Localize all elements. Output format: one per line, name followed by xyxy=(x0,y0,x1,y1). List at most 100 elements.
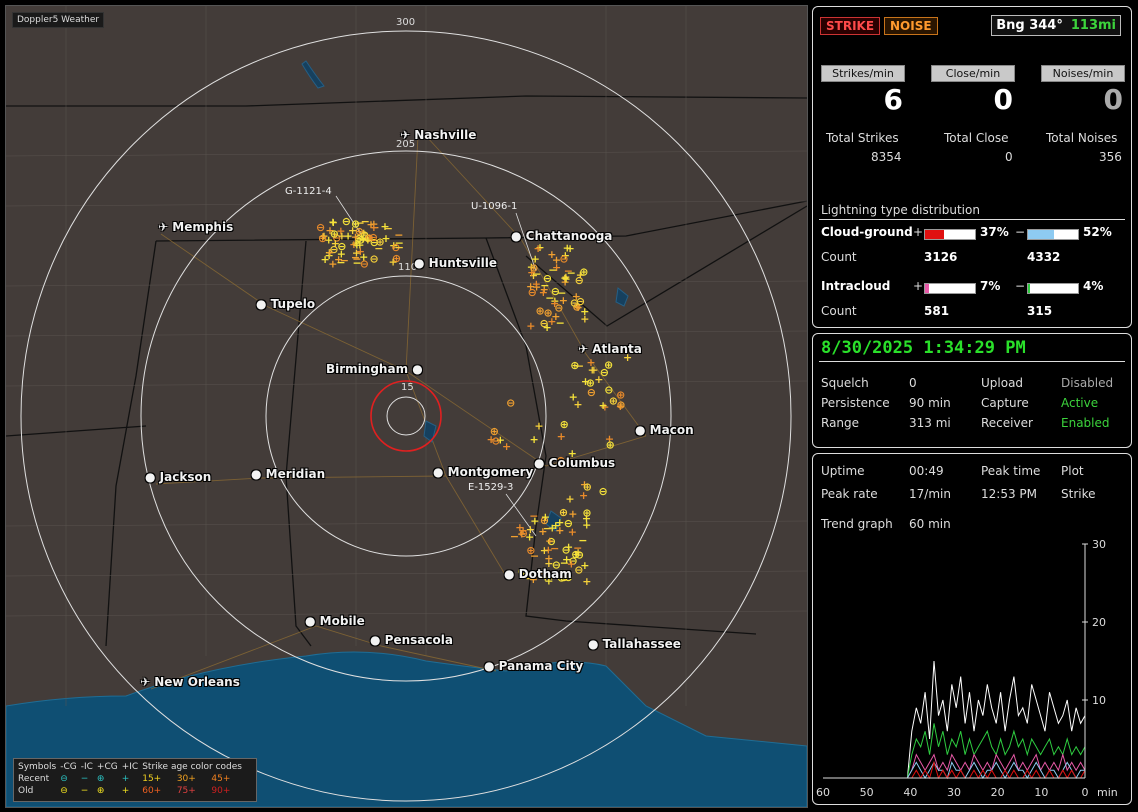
map-canvas: ++ ⊖+−++ ++⊖++⊕+⊕ −−++ ⊕−⊖−+−+⊖⊖++−+++⊖+ −+⊕ +… xyxy=(6,6,807,807)
strike-marker: ⊕ xyxy=(526,544,535,557)
capture-value[interactable]: Active xyxy=(1061,396,1099,410)
pos-ic-symbol-icon: + xyxy=(121,774,130,784)
strike-marker: + xyxy=(623,351,632,364)
strike-marker: + xyxy=(328,216,337,229)
strike-marker: ⊖ xyxy=(559,571,568,584)
strike-marker: + xyxy=(600,401,609,414)
city-dot-icon: ● xyxy=(256,297,267,311)
trend-series-line xyxy=(823,660,1086,779)
range-value[interactable]: 313 mi xyxy=(909,416,951,430)
strike-marker: + xyxy=(548,522,557,535)
strike-marker: + xyxy=(547,569,556,582)
upload-value[interactable]: Disabled xyxy=(1061,376,1114,390)
strike-marker: ⊖ xyxy=(570,296,579,309)
close-per-min-header[interactable]: Close/min xyxy=(931,65,1015,82)
strike-marker: ⊖ xyxy=(543,272,552,285)
strike-marker: + xyxy=(351,236,360,249)
strike-marker: + xyxy=(561,249,570,262)
strike-marker: + xyxy=(543,321,552,334)
strike-marker: + xyxy=(325,249,334,262)
strike-marker: + xyxy=(550,297,559,310)
cloud-ground-label: Cloud-ground xyxy=(821,225,913,239)
strike-marker: + xyxy=(550,295,559,308)
code-15: 15+ xyxy=(142,774,162,784)
city-tallahassee: ● Tallahassee xyxy=(588,637,681,651)
strike-marker: + xyxy=(552,254,561,267)
strike-marker: + xyxy=(337,248,346,261)
strike-marker: ⊕ xyxy=(616,399,625,412)
strike-marker: ⊕ xyxy=(318,232,327,245)
strike-marker: + xyxy=(351,231,360,244)
strike-marker: − xyxy=(575,359,584,372)
city-dot-icon: ● xyxy=(433,465,444,479)
strike-marker: ⊖ xyxy=(506,397,515,410)
strike-marker: + xyxy=(547,248,556,261)
trend-series-line xyxy=(823,760,1086,780)
city-birmingham: Birmingham ● xyxy=(326,362,423,376)
plot-value[interactable]: Strike xyxy=(1061,487,1096,501)
strike-marker: − xyxy=(370,221,379,234)
strike-marker: ⊕ xyxy=(556,454,565,467)
trend-y-tick-label: 20 xyxy=(1092,616,1106,629)
strike-marker: + xyxy=(325,246,334,259)
strike-marker: ⊕ xyxy=(540,514,549,527)
squelch-value[interactable]: 0 xyxy=(909,376,917,390)
city-montgomery: ● Montgomery xyxy=(433,465,534,479)
strike-marker: + xyxy=(551,310,560,323)
city-dot-icon: ● xyxy=(534,456,545,470)
strike-marker: + xyxy=(552,261,561,274)
strike-marker: ⊕ xyxy=(582,506,591,519)
peak-time-label: Peak time xyxy=(981,464,1041,478)
strike-marker: ⊖ xyxy=(551,285,560,298)
ic-positive-bar xyxy=(924,283,976,294)
city-panama-city: ● Panama City xyxy=(484,659,584,673)
strike-marker: ⊖ xyxy=(370,252,379,265)
strike-marker: + xyxy=(580,559,589,572)
strike-marker: ⊕ xyxy=(570,359,579,372)
persistence-value[interactable]: 90 min xyxy=(909,396,951,410)
strike-marker: + xyxy=(359,226,368,239)
receiver-label: Receiver xyxy=(981,416,1033,430)
receiver-value[interactable]: Enabled xyxy=(1061,416,1110,430)
strike-marker: + xyxy=(566,242,575,255)
strike-marker: + xyxy=(534,419,543,432)
city-dot-icon: ● xyxy=(412,362,423,376)
strike-marker: + xyxy=(594,373,603,386)
strike-marker: + xyxy=(324,234,333,247)
city-dot-icon: ● xyxy=(504,567,515,581)
cg-plus-sign: + xyxy=(913,225,924,239)
cg-count-label: Count xyxy=(821,250,857,264)
city-tupelo: ● Tupelo xyxy=(256,297,316,311)
peak-time-value: 12:53 PM xyxy=(981,487,1037,501)
strike-marker: ⊖ xyxy=(316,221,325,234)
cg-negative-bar xyxy=(1027,229,1079,240)
strike-marker: − xyxy=(352,252,361,265)
strike-indicator[interactable]: STRIKE xyxy=(820,17,881,35)
strike-marker: + xyxy=(319,230,328,243)
city-jackson: ● Jackson xyxy=(145,470,212,484)
cg-minus-sign: − xyxy=(1015,225,1026,239)
settings-divider xyxy=(819,361,1125,362)
city-atlanta: ✈ Atlanta xyxy=(578,342,642,356)
trend-graph-value[interactable]: 60 min xyxy=(909,517,951,531)
strike-marker: ⊖ xyxy=(599,485,608,498)
strike-marker: + xyxy=(580,478,589,491)
noises-per-min-header[interactable]: Noises/min xyxy=(1041,65,1125,82)
plot-label: Plot xyxy=(1061,464,1084,478)
lightning-map[interactable]: Doppler5 Weather xyxy=(5,5,808,808)
code-60: 60+ xyxy=(142,786,162,796)
airport-icon: ✈ xyxy=(158,220,169,234)
trend-x-tick-label: 40 xyxy=(903,786,917,799)
strike-marker: ⊖ xyxy=(575,549,584,562)
strike-marker: ⊖ xyxy=(564,517,573,530)
strike-marker: + xyxy=(502,440,511,453)
ic-positive-count: 581 xyxy=(924,304,950,318)
strike-marker: + xyxy=(582,575,591,588)
strike-marker: + xyxy=(389,256,398,269)
strike-marker: ⊕ xyxy=(606,439,615,452)
noise-indicator[interactable]: NOISE xyxy=(884,17,938,35)
strike-marker: − xyxy=(361,215,370,228)
strike-marker: ⊖ xyxy=(547,535,556,548)
city-dotham: ● Dotham xyxy=(504,567,572,581)
strikes-per-min-header[interactable]: Strikes/min xyxy=(821,65,905,82)
